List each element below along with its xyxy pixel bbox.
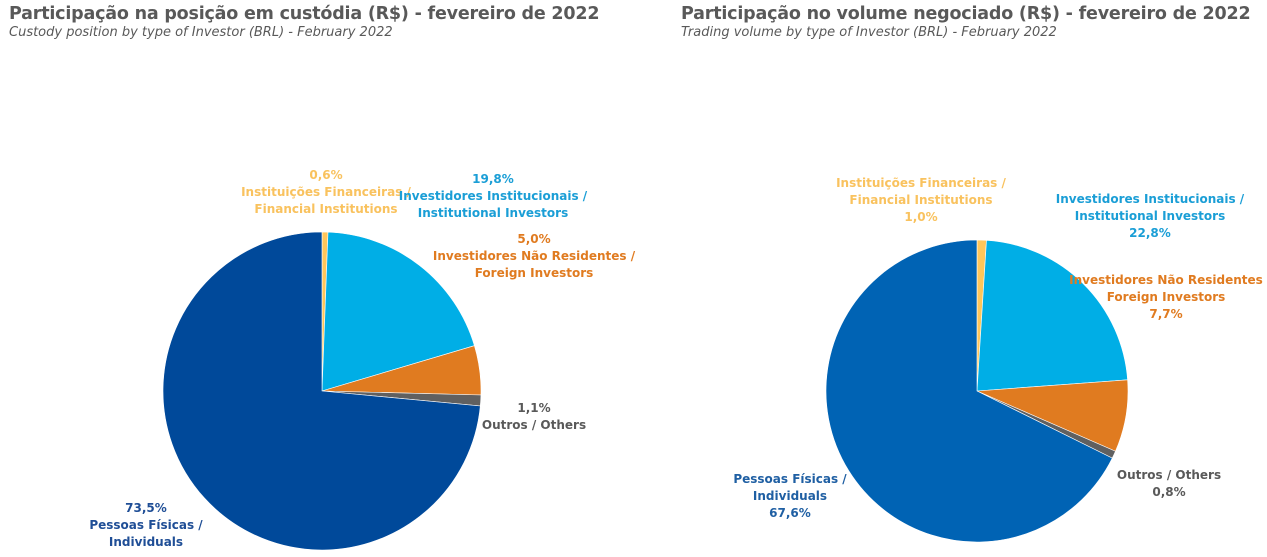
- label-name: Institutional Investors: [1074, 209, 1226, 223]
- label-value: 22,8%: [1129, 226, 1171, 240]
- chart-title-custody: Participação na posição em custódia (R$)…: [9, 4, 600, 24]
- pie-custody: [162, 231, 482, 551]
- label-value: 1,1%: [517, 401, 551, 415]
- label-volume-institutional: Investidores Institucionais / Institutio…: [1050, 191, 1250, 242]
- label-value: 67,6%: [769, 506, 811, 520]
- chart-title-volume: Participação no volume negociado (R$) - …: [681, 4, 1251, 24]
- label-volume-foreign: Investidores Não Residentes Foreign Inve…: [1064, 272, 1267, 323]
- pie-slice-5: [162, 231, 481, 551]
- label-name: Financial Institutions: [254, 202, 398, 216]
- label-name: Individuals: [108, 535, 184, 549]
- label-custody-institutional: 19,8% Investidores Institucionais / Inst…: [393, 171, 593, 222]
- pie-slice-2: [321, 231, 475, 392]
- label-custody-foreign: 5,0% Investidores Não Residentes / Forei…: [424, 231, 644, 282]
- pie-slice-5: [825, 239, 1113, 543]
- label-name: Pessoas Físicas /: [733, 472, 847, 486]
- label-name: Investidores Institucionais /: [1055, 192, 1245, 206]
- label-custody-others: 1,1% Outros / Others: [474, 400, 594, 434]
- label-value: 19,8%: [472, 172, 514, 186]
- label-name: Outros / Others: [481, 418, 587, 432]
- label-name: Institutional Investors: [417, 206, 569, 220]
- label-name: Investidores Não Residentes /: [432, 249, 636, 263]
- label-value: 7,7%: [1149, 307, 1183, 321]
- label-custody-individuals: 73,5% Pessoas Físicas / Individuals: [76, 500, 216, 551]
- label-name: Financial Institutions: [849, 193, 993, 207]
- label-name: Foreign Investors: [1106, 290, 1226, 304]
- label-name: Individuals: [752, 489, 828, 503]
- label-name: Pessoas Físicas /: [89, 518, 203, 532]
- label-value: 0,6%: [309, 168, 343, 182]
- label-value: 5,0%: [517, 232, 551, 246]
- label-value: 1,0%: [904, 210, 938, 224]
- label-custody-financial: 0,6% Instituições Financeiras / Financia…: [196, 167, 456, 218]
- label-name: Investidores Não Residentes: [1069, 273, 1263, 287]
- pie-volume: [825, 239, 1129, 543]
- label-name: Outros / Others: [1116, 468, 1222, 482]
- chart-subtitle-custody: Custody position by type of Investor (BR…: [9, 25, 393, 40]
- label-name: Instituições Financeiras /: [836, 176, 1006, 190]
- label-name: Instituições Financeiras /: [241, 185, 411, 199]
- label-volume-financial: Instituições Financeiras / Financial Ins…: [821, 175, 1021, 226]
- pie-slice-2: [976, 239, 1128, 392]
- label-name: Foreign Investors: [474, 266, 594, 280]
- chart-subtitle-volume: Trading volume by type of Investor (BRL)…: [681, 25, 1057, 40]
- label-name: Investidores Institucionais /: [398, 189, 588, 203]
- label-volume-others: Outros / Others 0,8%: [1109, 467, 1229, 501]
- label-value: 73,5%: [125, 501, 167, 515]
- label-volume-individuals: Pessoas Físicas / Individuals 67,6%: [720, 471, 860, 522]
- label-value: 0,8%: [1152, 485, 1186, 499]
